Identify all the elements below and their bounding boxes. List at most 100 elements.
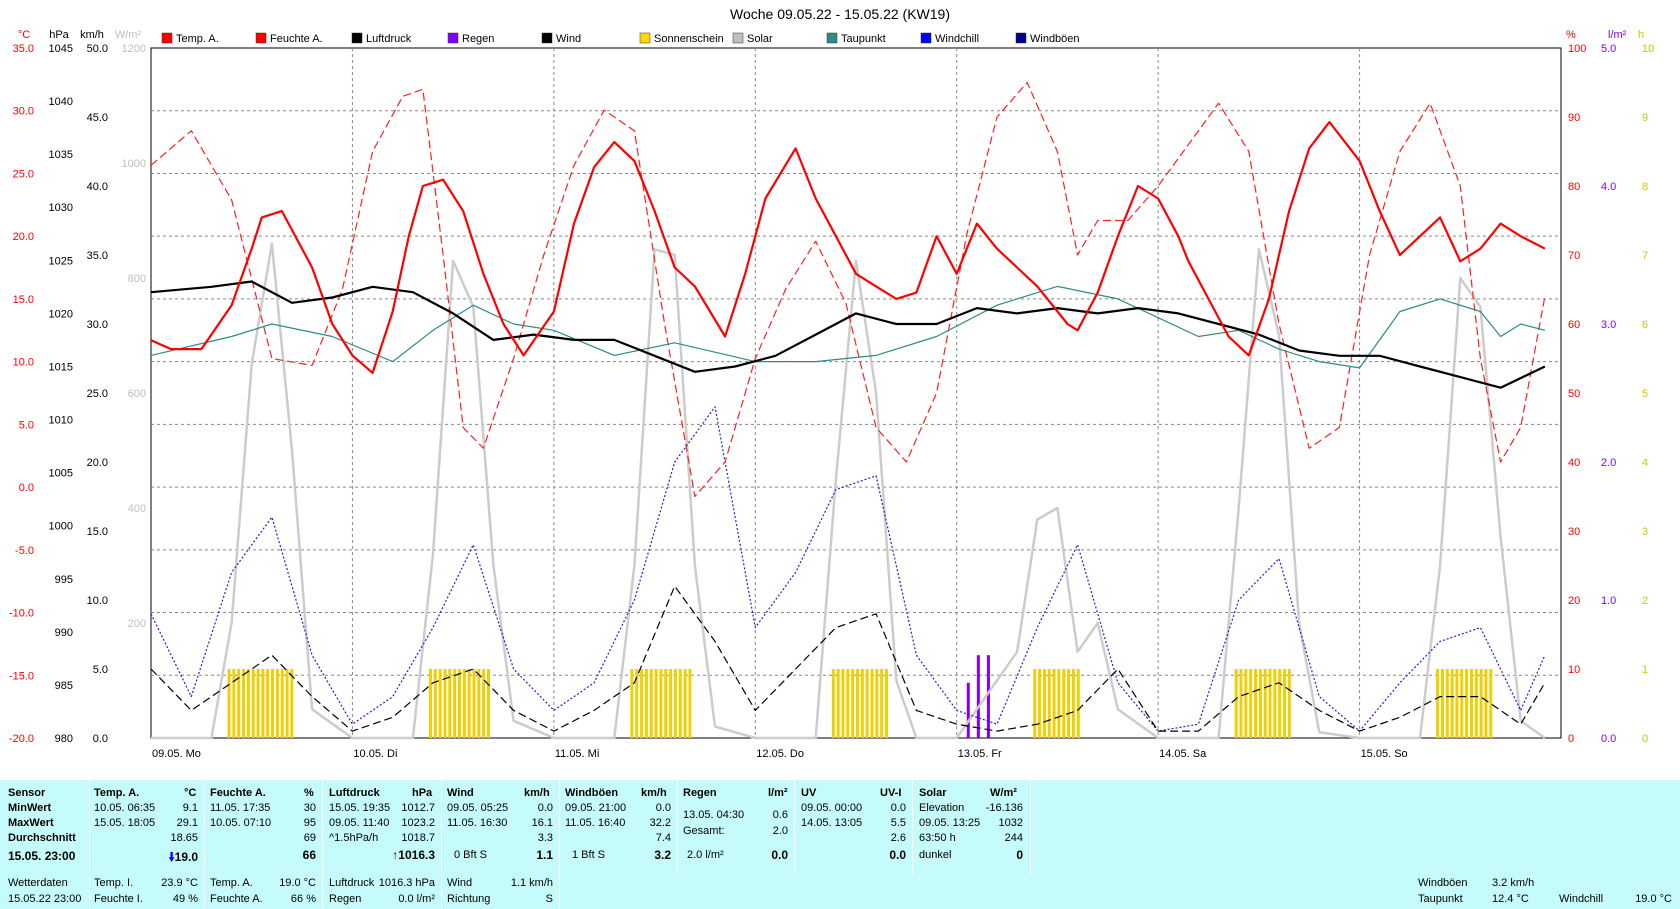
pressure-tick-label: 1035 bbox=[49, 149, 73, 161]
legend-item: Windböen bbox=[1030, 33, 1080, 45]
hum-max-time: 10.05. 07:10 bbox=[210, 817, 272, 829]
humidity-tick-label: 50 bbox=[1568, 388, 1580, 400]
sunshine-bar bbox=[654, 669, 658, 738]
wind-min-value: 0.0 bbox=[537, 802, 553, 814]
pressure-tick-label: 1030 bbox=[49, 202, 73, 214]
sunshine-bar bbox=[1465, 669, 1469, 738]
rain-tick-label: 0.0 bbox=[1601, 733, 1616, 745]
sunshine-bar bbox=[1234, 669, 1238, 738]
sunshine-bar bbox=[669, 669, 673, 738]
sunshine-bar bbox=[1484, 669, 1488, 738]
legend-swatch bbox=[161, 32, 173, 44]
sun-tick-label: 8 bbox=[1642, 181, 1648, 193]
sunshine-bar bbox=[836, 669, 840, 738]
temp-tick-label: 15.0 bbox=[13, 294, 34, 306]
sunshine-bar bbox=[649, 669, 653, 738]
rain-bar bbox=[986, 655, 990, 738]
solar-tick-label: 600 bbox=[128, 388, 146, 400]
sunshine-bar bbox=[256, 669, 260, 738]
sunshine-bar bbox=[875, 669, 879, 738]
sunshine-bar bbox=[1249, 669, 1253, 738]
sunshine-bar bbox=[443, 669, 447, 738]
uv-min-time: 09.05. 00:00 bbox=[801, 802, 863, 814]
sunshine-bar bbox=[275, 669, 279, 738]
legend-item: Feuchte A. bbox=[270, 33, 323, 45]
legend-swatch bbox=[541, 32, 553, 44]
sunshine-bar bbox=[1455, 669, 1459, 738]
sunshine-bar bbox=[1239, 669, 1243, 738]
sunshine-bar bbox=[1273, 669, 1277, 738]
sunshine-bar bbox=[1460, 669, 1464, 738]
footer-temp-a: 19.0 °C bbox=[279, 877, 316, 889]
wind-line bbox=[150, 585, 1546, 732]
footer-luftdruck: 1016.3 hPa bbox=[378, 877, 435, 889]
bar-layer bbox=[227, 655, 1493, 738]
press-now-value: ↑1016.3 bbox=[370, 848, 435, 862]
sunshine-bar bbox=[1254, 669, 1258, 738]
sunshine-bar bbox=[673, 669, 677, 738]
rain-total-value: 2.0 bbox=[772, 825, 788, 837]
sunshine-bar bbox=[1287, 669, 1291, 738]
sunshine-bar bbox=[885, 669, 889, 738]
rain-header: Regen bbox=[683, 787, 717, 799]
rain-time: 13.05. 04:30 bbox=[683, 809, 745, 821]
sunshine-bar bbox=[678, 669, 682, 738]
uv-now-value: 0.0 bbox=[889, 848, 906, 862]
wind-max-time: 11.05. 16:30 bbox=[447, 817, 508, 829]
footer-temp-i: 23.9 °C bbox=[161, 877, 198, 889]
sunshine-bar bbox=[644, 669, 648, 738]
row-avg: Durchschnitt bbox=[8, 832, 76, 844]
solar-max-time: 09.05. 13:25 bbox=[919, 817, 981, 829]
sunshine-bar bbox=[486, 669, 490, 738]
pressure-tick-label: 985 bbox=[55, 680, 73, 692]
sunshine-bar bbox=[477, 669, 481, 738]
press-max-time: 09.05. 11:40 bbox=[329, 817, 390, 829]
rain-total-label: Gesamt: bbox=[683, 825, 725, 837]
sunshine-bar bbox=[635, 669, 639, 738]
sunshine-bar bbox=[1263, 669, 1267, 738]
rain-tick-label: 2.0 bbox=[1601, 457, 1616, 469]
temp-tick-label: 25.0 bbox=[13, 168, 34, 180]
sunshine-bar bbox=[1283, 669, 1287, 738]
right-axes: 10090807060504030201005.04.03.02.01.00.0… bbox=[1566, 29, 1654, 745]
sunshine-bar bbox=[1047, 669, 1051, 738]
wind-tick-label: 45.0 bbox=[87, 112, 108, 124]
press-min-time: 15.05. 19:35 bbox=[329, 802, 391, 814]
sunshine-bar bbox=[428, 669, 432, 738]
sunshine-bar bbox=[865, 669, 869, 738]
legend-swatch bbox=[732, 32, 744, 44]
footer-wind: 1.1 km/h bbox=[510, 877, 553, 889]
trend-down-icon: 🠛 bbox=[168, 850, 175, 864]
footer-luftdruck-label: Luftdruck bbox=[329, 877, 375, 889]
series-layer bbox=[150, 81, 1546, 740]
footer-windchill: 19.0 °C bbox=[1635, 893, 1672, 905]
temp-unit: °C bbox=[184, 787, 197, 799]
hum-now-value: 66 bbox=[302, 848, 316, 862]
rain-tick-label: 3.0 bbox=[1601, 319, 1616, 331]
sunshine-bar bbox=[683, 669, 687, 738]
solar-elev-value: -16.136 bbox=[985, 802, 1023, 814]
footer-feuchte-a-label: Feuchte A. bbox=[210, 893, 263, 905]
gust-min-value: 0.0 bbox=[655, 802, 671, 814]
footer-windboen: 3.2 km/h bbox=[1492, 877, 1535, 889]
temp-tick-label: -10.0 bbox=[9, 608, 34, 620]
sunshine-bar bbox=[880, 669, 884, 738]
sunshine-bar bbox=[482, 669, 486, 738]
footer-taupunkt-label: Taupunkt bbox=[1418, 893, 1463, 905]
pressure-tick-label: 1020 bbox=[49, 308, 73, 320]
footer-richtung: S bbox=[545, 893, 553, 905]
rain-bar bbox=[966, 682, 970, 738]
wind-tick-label: 20.0 bbox=[87, 457, 108, 469]
axis-unit-label: h bbox=[1638, 29, 1644, 41]
humidity-tick-label: 90 bbox=[1568, 112, 1580, 124]
x-tick-label: 13.05. Fr bbox=[958, 748, 1002, 760]
row-now: 15.05. 23:00 bbox=[8, 849, 76, 863]
rain-tick-label: 1.0 bbox=[1601, 595, 1616, 607]
sunshine-bar bbox=[271, 669, 275, 738]
statistics-table: Sensor MinWert MaxWert Durchschnitt 15.0… bbox=[0, 780, 1680, 874]
footer-feuchte-i-label: Feuchte I. bbox=[94, 893, 143, 905]
wind-tick-label: 30.0 bbox=[87, 319, 108, 331]
gust-min-time: 09.05. 21:00 bbox=[565, 802, 627, 814]
press-max-value: 1023.2 bbox=[401, 817, 435, 829]
sunshine-bar bbox=[1268, 669, 1272, 738]
